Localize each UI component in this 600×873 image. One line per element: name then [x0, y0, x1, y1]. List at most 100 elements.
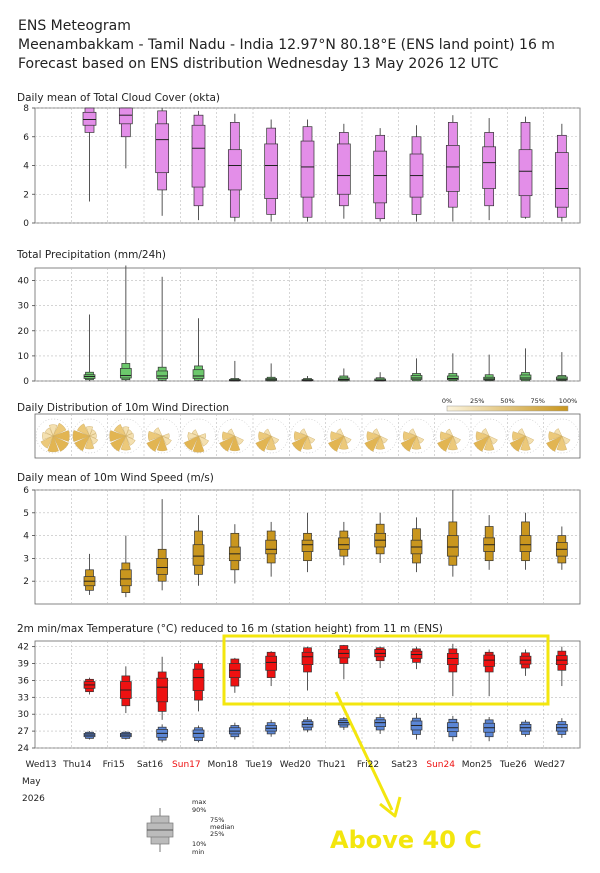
- year-label: 2026: [22, 794, 45, 804]
- wind-rose-sector: [222, 431, 236, 441]
- location-line: Meenambakkam - Tamil Nadu - India 12.97°…: [18, 37, 555, 53]
- wind-rose-sector: [299, 428, 308, 437]
- wind-speed-panel-ytick-label: 6: [23, 486, 29, 496]
- wind-rose-sector: [343, 435, 352, 444]
- wind-rose-sector: [447, 435, 458, 451]
- wind-speed-panel-box-inner: [519, 535, 532, 552]
- temperature-max-box-inner: [446, 653, 459, 666]
- wind-rose-sector: [110, 435, 127, 452]
- temperature-min-box-inner: [446, 722, 459, 733]
- cloud-panel-title: Daily mean of Total Cloud Cover (okta): [17, 92, 220, 104]
- wind-rose-sector: [153, 427, 163, 437]
- wind-rose-sector: [89, 435, 99, 445]
- day-label: Mon18: [207, 760, 238, 770]
- wind-legend-bar: [446, 405, 569, 412]
- temperature-panel-ytick-label: 30: [18, 710, 30, 720]
- wind-rose-sector: [47, 435, 59, 453]
- wind-rose-sector: [328, 435, 345, 452]
- wind-rose-sector: [125, 429, 133, 437]
- wind-rose-sector: [85, 426, 94, 437]
- wind-speed-panel-ytick-label: 3: [23, 554, 29, 564]
- wind-rose-ring: [181, 418, 216, 454]
- precip-panel-box-inner: [192, 369, 205, 379]
- precip-panel-ytick-label: 10: [18, 352, 30, 362]
- wind-rose-ring: [508, 418, 543, 454]
- temperature-panel-ytick-label: 24: [18, 744, 30, 754]
- temperature-panel-ytick-label: 39: [18, 660, 30, 670]
- wind-speed-panel-title: Daily mean of 10m Wind Speed (m/s): [17, 472, 214, 484]
- temperature-panel-ytick-label: 33: [18, 693, 29, 703]
- temperature-max-box-inner: [192, 668, 205, 691]
- wind-rose-sector: [512, 431, 527, 441]
- wind-direction-frame: [34, 413, 581, 459]
- cloud-panel-box-inner: [518, 149, 533, 197]
- wind-rose-sector: [258, 431, 272, 441]
- wind-speed-panel-ytick-label: 2: [23, 577, 29, 587]
- wind-rose-sector: [379, 435, 388, 444]
- wind-rose-sector: [546, 435, 563, 452]
- wind-rose-ring: [290, 418, 325, 454]
- cloud-panel-box-inner: [227, 149, 242, 191]
- day-label: Thu21: [316, 760, 345, 770]
- temperature-max-box-inner: [301, 651, 314, 666]
- wind-rose-sector: [554, 428, 563, 437]
- wind-rose-sector: [125, 433, 134, 439]
- wind-rose-sector: [77, 423, 90, 437]
- wind-rose-sector: [291, 435, 308, 452]
- cloud-panel-box-inner: [373, 150, 388, 204]
- wind-rose-sector: [520, 435, 531, 451]
- wind-rose-sector: [146, 435, 163, 452]
- precip-panel-box-inner: [156, 370, 169, 379]
- wind-rose-ring: [217, 418, 253, 454]
- wind-rose-sector: [375, 435, 385, 450]
- meteogram-title: ENS Meteogram: [18, 18, 131, 34]
- wind-legend-label: 75%: [531, 397, 545, 405]
- wind-rose-ring: [326, 418, 362, 454]
- wind-rose-sector: [517, 428, 526, 437]
- cloud-panel-ytick-label: 6: [23, 133, 29, 143]
- precip-panel-box-inner: [519, 374, 532, 380]
- wind-speed-panel-box-inner: [446, 535, 459, 557]
- cloud-panel-ytick-label: 8: [23, 104, 29, 114]
- cloud-panel-box-inner: [336, 143, 351, 195]
- day-label: Wed20: [280, 760, 311, 770]
- wind-speed-panel-box-inner: [156, 558, 169, 575]
- precip-panel-box-inner: [555, 376, 568, 381]
- wind-rose-sector: [40, 435, 54, 449]
- wind-legend-label: 25%: [470, 397, 484, 405]
- cloud-panel-ytick-label: 4: [23, 162, 29, 172]
- legend-label: 90%: [192, 806, 206, 814]
- wind-direction-title: Daily Distribution of 10m Wind Direction: [17, 402, 229, 414]
- wind-rose-sector: [52, 430, 70, 442]
- wind-rose-sector: [120, 435, 131, 451]
- legend-label: 10%: [192, 840, 206, 848]
- cloud-panel-box-inner: [482, 146, 497, 189]
- highlight-arrow-head: [379, 796, 402, 818]
- wind-rose-sector: [192, 435, 205, 453]
- wind-rose-sector: [88, 433, 97, 439]
- day-label: Wed13: [25, 760, 56, 770]
- wind-rose-sector: [234, 435, 244, 446]
- wind-legend-label: 100%: [559, 397, 578, 405]
- wind-rose-sector: [113, 424, 127, 437]
- day-label: Fri22: [357, 760, 379, 770]
- temperature-max-box-inner: [483, 654, 496, 667]
- wind-speed-panel-ytick-label: 5: [23, 509, 29, 519]
- wind-rose-sector: [437, 435, 454, 452]
- wind-rose-sector: [187, 432, 200, 440]
- temperature-panel-ytick-label: 42: [18, 643, 29, 653]
- precip-panel-ytick-label: 40: [18, 277, 30, 287]
- wind-rose-sector: [270, 435, 280, 445]
- legend-label: min: [192, 848, 204, 856]
- wind-rose-sector: [84, 435, 95, 450]
- wind-rose-sector: [473, 435, 490, 452]
- day-label: Tue26: [499, 760, 527, 770]
- wind-rose-sector: [416, 435, 425, 444]
- cloud-panel-box-inner: [82, 111, 97, 126]
- wind-rose-sector: [330, 431, 345, 441]
- wind-rose-sector: [52, 422, 67, 437]
- temperature-panel-title: 2m min/max Temperature (°C) reduced to 1…: [17, 623, 443, 635]
- wind-rose-sector: [445, 428, 454, 437]
- wind-speed-panel-ytick-label: 4: [23, 532, 29, 542]
- cloud-panel-ytick-label: 0: [23, 219, 29, 229]
